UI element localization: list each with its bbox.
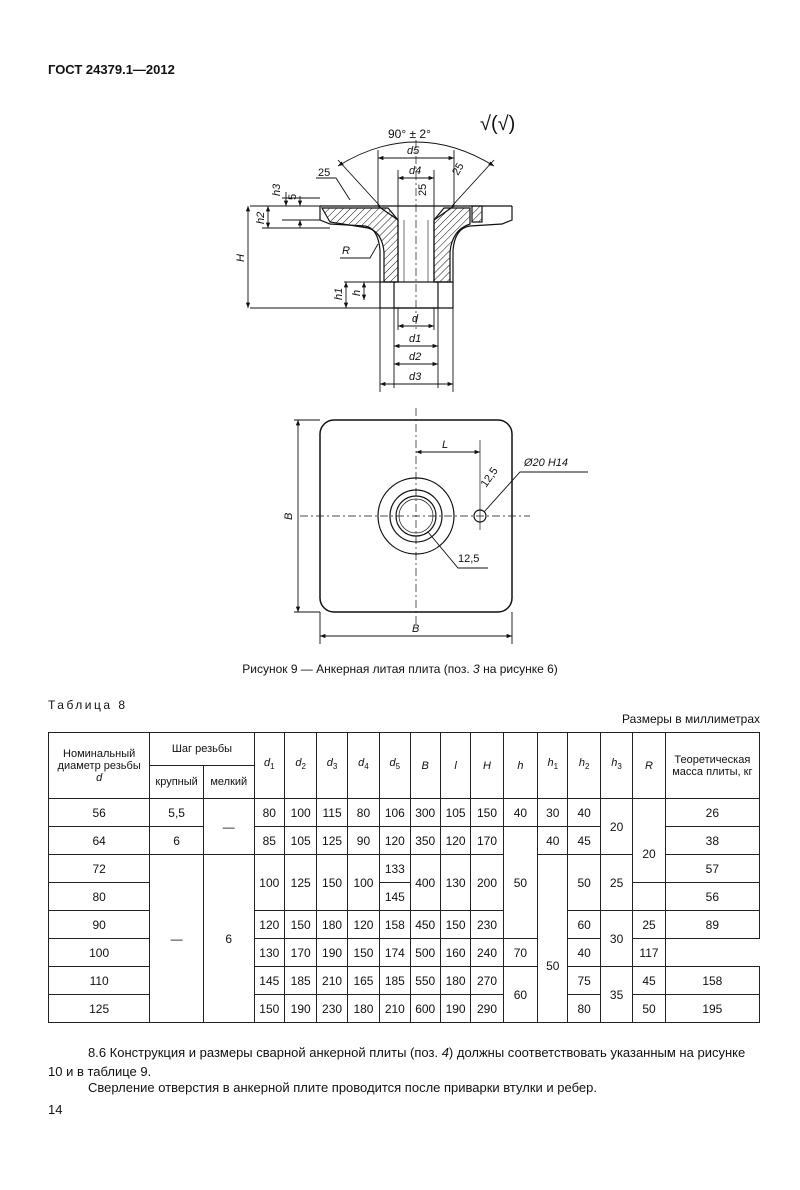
header-h1: h1 bbox=[537, 732, 569, 799]
table-row: 125 150 190 230 180 210 600 190 290 80 50 195 bbox=[47, 994, 761, 1023]
dimensions-table: Номинальный диаметр резьбы d Шаг резьбы d… bbox=[47, 732, 761, 1023]
B-horizontal-label: B bbox=[412, 623, 419, 635]
hole-diameter-label: Ø20 H14 bbox=[523, 457, 568, 469]
header-R: R bbox=[632, 732, 666, 799]
header-d3: d3 bbox=[316, 732, 348, 799]
table-row: 90 120 150 180 120 158 450 150 230 50 60 30 2… bbox=[47, 910, 761, 1023]
radius-25-right: 25 bbox=[450, 161, 467, 178]
L-label: L bbox=[442, 439, 448, 451]
header-d2: d2 bbox=[283, 732, 318, 799]
table-row: 56 5,5 — 80 100 115 80 106 300 105 150 40 30 40… bbox=[47, 798, 761, 855]
header-mass: Теоретическая масса плиты, кг bbox=[664, 732, 761, 799]
header-fine: мелкий bbox=[202, 765, 255, 799]
header-d5: d5 bbox=[379, 732, 411, 799]
header-h: h bbox=[502, 732, 539, 799]
section-view bbox=[319, 140, 513, 330]
figure-caption: Рисунок 9 — Анкерная литая плита (поз. 3… bbox=[242, 662, 558, 676]
roughness-symbol: √(√) bbox=[480, 113, 515, 135]
R-label: R bbox=[342, 245, 350, 257]
header-B: B bbox=[409, 732, 441, 799]
dim-5-label: 5 bbox=[287, 194, 299, 200]
header-H: H bbox=[470, 732, 504, 799]
h-label: h bbox=[351, 290, 363, 296]
d-label: d bbox=[412, 313, 419, 325]
header-l: l bbox=[439, 732, 472, 799]
d4-label: d4 bbox=[409, 165, 421, 177]
paragraph-8-6: 8.6 Конструкция и размеры сварной анкерн… bbox=[48, 1045, 746, 1079]
header-h2: h2 bbox=[567, 732, 601, 799]
header-d1: d1 bbox=[253, 732, 285, 799]
roughness-12-5-hole: 12,5 bbox=[479, 465, 501, 489]
h1-label: h1 bbox=[333, 288, 345, 300]
angle-label: 90° ± 2° bbox=[388, 127, 431, 141]
document-header: ГОСТ 24379.1—2012 bbox=[48, 62, 175, 77]
H-label: H bbox=[235, 254, 247, 262]
table-title: Таблица 8 bbox=[48, 698, 128, 712]
B-vertical-label: B bbox=[283, 513, 295, 520]
technical-drawing: 90° ± 2° √(√) d5 d4 25 25 25 h3 5 h2 H R… bbox=[235, 113, 588, 644]
h2-label: h2 bbox=[255, 212, 267, 224]
table-row: 110 145 185 210 165 185 550 180 270 60 75 35 … bbox=[47, 966, 761, 1023]
d1-label: d1 bbox=[409, 333, 421, 345]
paragraph-drilling: Сверление отверстия в анкерной плите про… bbox=[88, 1080, 597, 1095]
table-row: 72 — 6 100 125 150 100 133 400 130 200 50 2… bbox=[47, 854, 761, 1023]
table-row: 80 145 56 bbox=[47, 882, 761, 911]
table-units: Размеры в миллиметрах bbox=[622, 712, 760, 726]
d2-label: d2 bbox=[409, 351, 421, 363]
h3-label: h3 bbox=[271, 183, 283, 196]
d3-label: d3 bbox=[409, 371, 422, 383]
radius-25-center: 25 bbox=[417, 184, 429, 196]
radius-25-left: 25 bbox=[318, 167, 330, 179]
d5-label: d5 bbox=[407, 145, 420, 157]
table-row: 64 6 85 105 125 90 120 350 120 170 50 40 45 20… bbox=[47, 826, 761, 939]
header-coarse: крупный bbox=[149, 765, 204, 799]
plan-view bbox=[294, 408, 588, 644]
header-nominal-diameter: Номинальный диаметр резьбы d bbox=[47, 732, 151, 799]
header-d4: d4 bbox=[346, 732, 381, 799]
roughness-12-5-bore: 12,5 bbox=[458, 553, 479, 565]
header-h3: h3 bbox=[599, 732, 634, 799]
header-thread-pitch: Шаг резьбы bbox=[149, 732, 255, 766]
page-number: 14 bbox=[48, 1102, 63, 1117]
